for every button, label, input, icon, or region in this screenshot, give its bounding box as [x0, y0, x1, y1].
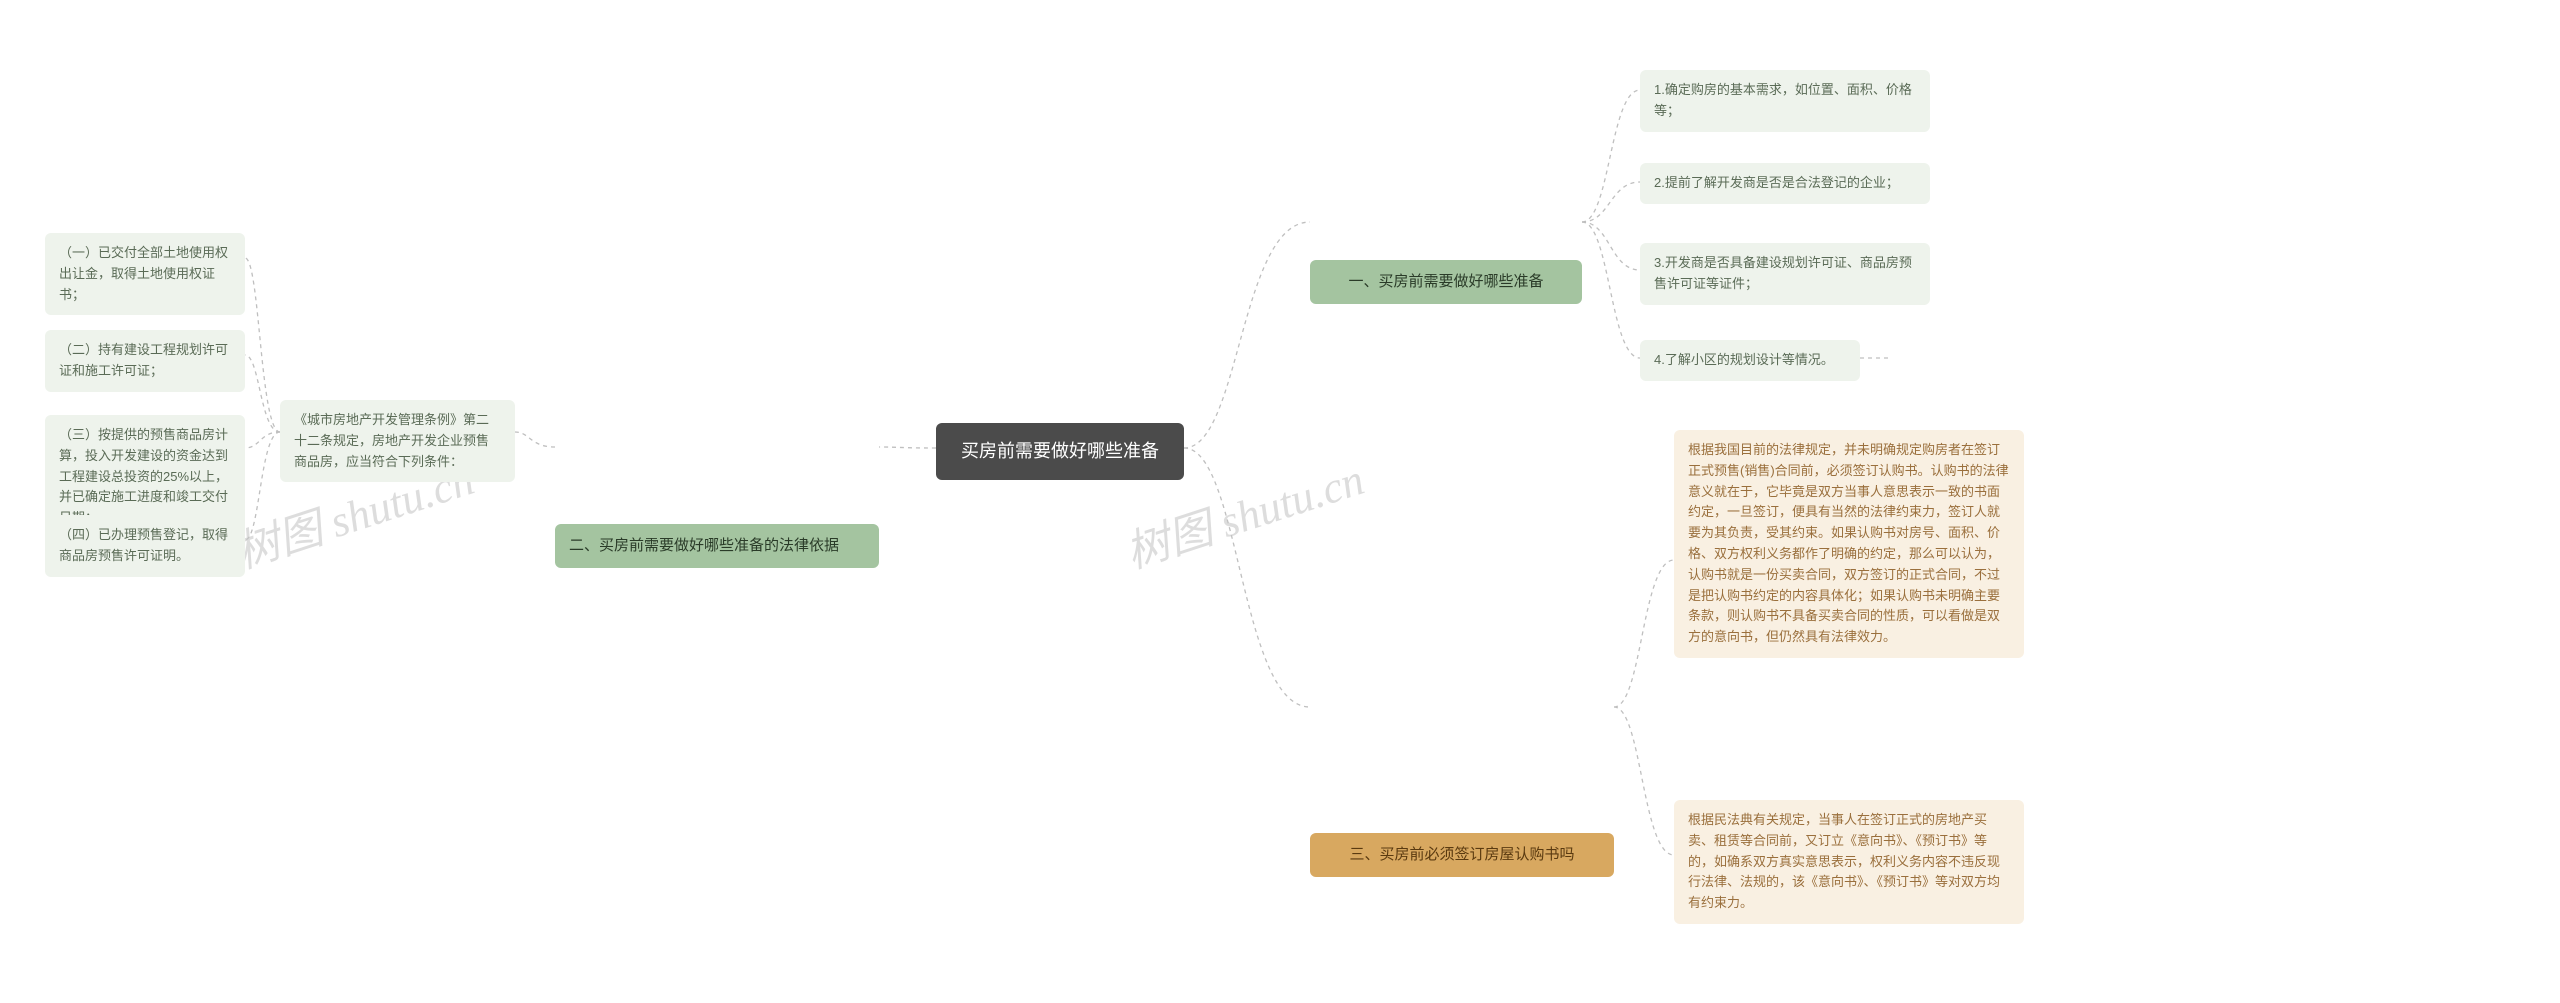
section1-item-3: 3.开发商是否具备建设规划许可证、商品房预售许可证等证件；	[1640, 243, 1930, 305]
section3-para-2: 根据民法典有关规定，当事人在签订正式的房地产买卖、租赁等合同前，又订立《意向书》…	[1674, 800, 2024, 924]
section2-cond-1: （一）已交付全部土地使用权出让金，取得土地使用权证书；	[45, 233, 245, 315]
section2-cond-4: （四）已办理预售登记，取得商品房预售许可证明。	[45, 515, 245, 577]
section3-para-1: 根据我国目前的法律规定，并未明确规定购房者在签订正式预售(销售)合同前，必须签订…	[1674, 430, 2024, 658]
section1-item-4: 4.了解小区的规划设计等情况。	[1640, 340, 1860, 381]
section1-item-2: 2.提前了解开发商是否是合法登记的企业；	[1640, 163, 1930, 204]
section1-header: 一、买房前需要做好哪些准备	[1310, 260, 1582, 304]
root-node: 买房前需要做好哪些准备	[936, 423, 1184, 480]
section2-cond-2: （二）持有建设工程规划许可证和施工许可证；	[45, 330, 245, 392]
connector-layer	[0, 0, 2560, 1003]
section1-item-1: 1.确定购房的基本需求，如位置、面积、价格等；	[1640, 70, 1930, 132]
section3-header: 三、买房前必须签订房屋认购书吗	[1310, 833, 1614, 877]
section2-intro: 《城市房地产开发管理条例》第二十二条规定，房地产开发企业预售商品房，应当符合下列…	[280, 400, 515, 482]
section2-header: 二、买房前需要做好哪些准备的法律依据	[555, 524, 879, 568]
